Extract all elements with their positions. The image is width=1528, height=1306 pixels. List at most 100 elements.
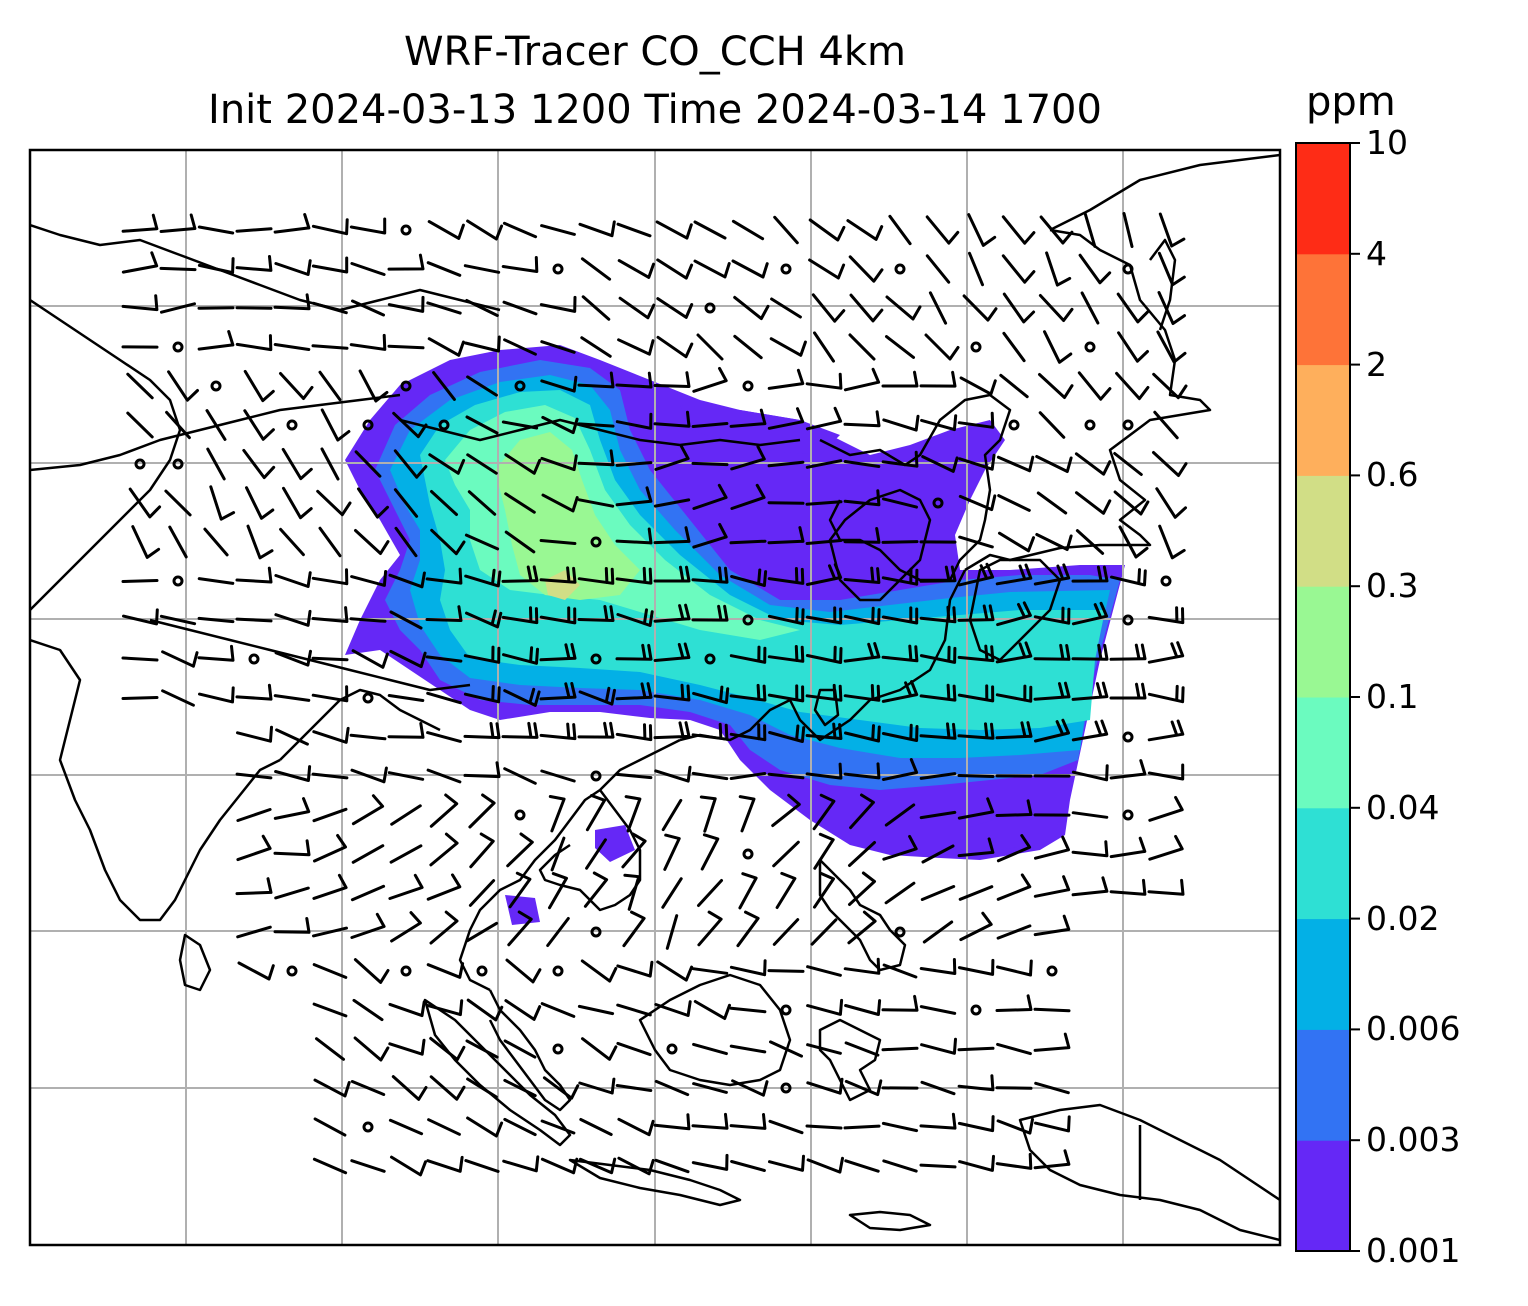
- wind-barb: [312, 873, 348, 900]
- wind-barb: [922, 920, 954, 944]
- wind-barb: [919, 645, 957, 664]
- calm-wind-marker: [1122, 614, 1134, 626]
- wind-barb: [504, 453, 542, 475]
- wind-barb: [1002, 331, 1026, 363]
- wind-barb: [160, 302, 196, 314]
- calm-wind-marker: [970, 341, 982, 353]
- wind-barb: [465, 415, 499, 435]
- wind-barb: [767, 407, 805, 430]
- wind-barb: [1033, 643, 1071, 661]
- coast-timor: [848, 1210, 932, 1232]
- wind-barb: [656, 258, 694, 280]
- wind-barb: [1152, 372, 1188, 400]
- wind-barb: [806, 1077, 844, 1095]
- wind-barb: [425, 605, 463, 622]
- wind-barb: [501, 420, 539, 430]
- wind-barb: [429, 910, 459, 945]
- wind-barb: [919, 565, 957, 583]
- wind-barb: [957, 604, 995, 622]
- wind-barb: [653, 721, 691, 740]
- wind-barb: [663, 833, 681, 871]
- calm-wind-marker: [742, 380, 754, 392]
- calm-wind-marker: [400, 224, 412, 236]
- wind-barb: [692, 366, 728, 393]
- calm-wind-marker: [780, 1004, 792, 1016]
- wind-barb: [805, 500, 843, 506]
- map-frame: [28, 148, 1282, 1247]
- wind-barb: [126, 372, 154, 400]
- wind-barb: [1071, 811, 1109, 819]
- wind-barb: [1034, 835, 1070, 860]
- calm-wind-marker: [1122, 731, 1134, 743]
- wind-barb: [884, 881, 916, 905]
- wind-barb: [882, 414, 920, 432]
- wind-barb: [958, 535, 994, 549]
- wind-barb: [768, 1154, 805, 1172]
- wind-barb: [282, 486, 313, 520]
- wind-barb: [996, 924, 1032, 940]
- wind-barb: [805, 722, 843, 740]
- wind-barb: [773, 215, 799, 245]
- wind-barb: [464, 335, 501, 353]
- wind-barb: [320, 408, 351, 442]
- wind-barb: [540, 1119, 576, 1135]
- wind-barb: [311, 606, 349, 623]
- calm-wind-marker: [552, 263, 564, 275]
- wind-barb: [539, 295, 577, 313]
- wind-barb: [235, 255, 273, 272]
- wind-barb: [1153, 410, 1179, 440]
- wind-barb: [273, 293, 311, 311]
- wind-barb: [503, 1078, 537, 1098]
- wind-barb: [273, 343, 311, 351]
- wind-barb: [772, 840, 800, 868]
- calm-wind-marker: [514, 809, 526, 821]
- wind-barb: [881, 680, 919, 703]
- wind-barb: [1045, 251, 1072, 287]
- wind-barb: [387, 344, 425, 350]
- wind-barb: [968, 251, 984, 287]
- wind-barb: [1071, 840, 1109, 858]
- wind-barb: [274, 259, 312, 276]
- wind-barb: [882, 497, 918, 509]
- wind-barb: [503, 338, 537, 356]
- wind-barb: [426, 261, 462, 277]
- wind-barb: [507, 910, 533, 947]
- wind-barb: [1074, 452, 1112, 476]
- wind-barb: [468, 793, 496, 829]
- wind-barb: [353, 1036, 390, 1062]
- wind-barbs: [121, 212, 1188, 1177]
- coast-bay-of-bengal: [279, 688, 441, 761]
- wind-barb: [656, 960, 694, 982]
- wind-barb: [729, 645, 767, 664]
- colorbar-tick-label: 0.04: [1366, 787, 1440, 827]
- wind-barb: [730, 1160, 766, 1172]
- wind-barb: [577, 371, 615, 389]
- wind-barb: [738, 872, 758, 910]
- wind-barb: [312, 1157, 348, 1175]
- wind-barb: [919, 1005, 957, 1015]
- wind-barb: [847, 910, 877, 945]
- wind-barb: [959, 376, 997, 396]
- wind-barb: [1034, 718, 1070, 743]
- wind-barb: [958, 494, 997, 512]
- wind-barb: [656, 297, 694, 319]
- wind-barb: [1147, 684, 1185, 704]
- wind-barb: [615, 723, 653, 742]
- wind-barb: [615, 682, 653, 701]
- wind-barb: [1038, 373, 1074, 399]
- calm-wind-marker: [1008, 419, 1020, 431]
- wind-barb: [1083, 212, 1097, 248]
- wind-barb: [502, 1155, 540, 1173]
- wind-barb: [813, 871, 835, 909]
- wind-barb: [849, 293, 884, 323]
- wind-barb: [580, 257, 612, 281]
- calm-wind-marker: [590, 653, 602, 665]
- wind-barb: [312, 301, 348, 315]
- calm-wind-marker: [590, 536, 602, 548]
- wind-barb: [805, 539, 843, 545]
- wind-barb: [550, 836, 566, 872]
- wind-barb: [767, 567, 805, 585]
- wind-barb: [665, 914, 679, 950]
- wind-barb: [1033, 563, 1071, 586]
- calm-wind-marker: [400, 965, 412, 977]
